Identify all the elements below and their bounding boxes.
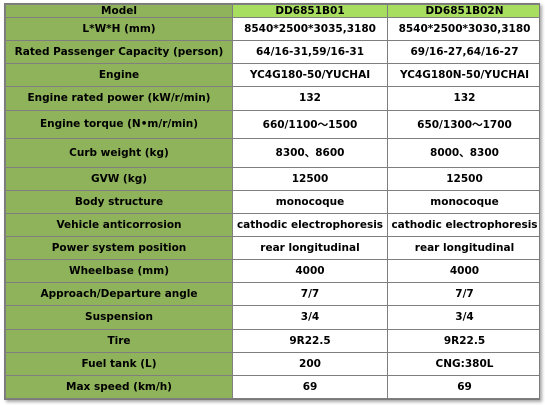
table-row: Fuel tank (L) 200 CNG:380L	[5, 351, 539, 376]
row-value-model-2: 8540*2500*3030,3180	[387, 16, 539, 42]
row-value-model-2: 132	[387, 86, 539, 111]
table-row: Power system position rear longitudinal re…	[5, 235, 539, 261]
table-row: Tire 9R22.5 9R22.5	[5, 328, 539, 353]
row-label: Engine torque (N•m/r/min)	[5, 109, 233, 140]
row-label: GVW (kg)	[5, 166, 233, 191]
row-value-model-1: 4000	[232, 259, 388, 284]
header-model-2: DD6851B02N	[387, 4, 539, 18]
row-value-model-1: 132	[232, 86, 388, 111]
row-value-model-2: 69	[387, 374, 539, 399]
table-row: Engine YC4G180-50/YUCHAI YC4G180N-50/YUCHA…	[5, 63, 539, 88]
table-row: Body structure monocoque monocoque	[5, 189, 539, 214]
table-row: Rated Passenger Capacity (person) 64/16-3…	[5, 40, 539, 65]
row-label: Engine	[5, 63, 233, 88]
row-value-model-2: YC4G180N-50/YUCHAI	[387, 63, 539, 88]
header-model-1: DD6851B01	[232, 4, 388, 18]
row-value-model-2: 12500	[387, 166, 539, 191]
row-value-model-2: 650/1300～1700	[387, 109, 539, 140]
row-value-model-1: 660/1100～1500	[232, 109, 388, 140]
row-label: Suspension	[5, 305, 233, 330]
table-row: Curb weight (kg) 8300、8600 8000、8300	[5, 138, 539, 168]
table-row: Wheelbase (mm) 4000 4000	[5, 259, 539, 284]
row-value-model-1: 8540*2500*3035,3180	[232, 16, 388, 42]
row-label: Tire	[5, 328, 233, 353]
row-label: Fuel tank (L)	[5, 351, 233, 376]
row-value-model-1: rear longitudinal	[232, 235, 388, 261]
row-label: Approach/Departure angle	[5, 282, 233, 307]
row-value-model-1: cathodic electrophoresis	[232, 212, 388, 237]
header-row: Model DD6851B01 DD6851B02N	[5, 4, 539, 18]
row-value-model-2: 8000、8300	[387, 138, 539, 168]
row-label: Curb weight (kg)	[5, 138, 233, 168]
row-value-model-1: 12500	[232, 166, 388, 191]
row-value-model-2: 9R22.5	[387, 328, 539, 353]
row-label: Body structure	[5, 189, 233, 214]
row-label: Rated Passenger Capacity (person)	[5, 40, 233, 65]
table-row: Engine rated power (kW/r/min) 132 132	[5, 86, 539, 111]
table-row: Engine torque (N•m/r/min) 660/1100～1500 65…	[5, 109, 539, 140]
row-label: Vehicle anticorrosion	[5, 212, 233, 237]
row-value-model-2: rear longitudinal	[387, 235, 539, 261]
table-row: Suspension 3/4 3/4	[5, 305, 539, 330]
row-value-model-2: CNG:380L	[387, 351, 539, 376]
row-label: Engine rated power (kW/r/min)	[5, 86, 233, 111]
table-row: Vehicle anticorrosion cathodic electropho…	[5, 212, 539, 237]
row-value-model-1: 200	[232, 351, 388, 376]
header-label: Model	[5, 4, 233, 18]
row-value-model-2: cathodic electrophoresis	[387, 212, 539, 237]
row-value-model-2: 3/4	[387, 305, 539, 330]
row-value-model-2: 69/16-27,64/16-27	[387, 40, 539, 65]
row-value-model-2: 4000	[387, 259, 539, 284]
row-label: Wheelbase (mm)	[5, 259, 233, 284]
table-row: L*W*H (mm) 8540*2500*3035,3180 8540*2500*3…	[5, 16, 539, 42]
row-label: Power system position	[5, 235, 233, 261]
row-value-model-1: 7/7	[232, 282, 388, 307]
spec-table-frame: Model DD6851B01 DD6851B02N L*W*H (mm) 854…	[4, 3, 540, 400]
row-label: L*W*H (mm)	[5, 16, 233, 42]
table-row: GVW (kg) 12500 12500	[5, 166, 539, 191]
row-value-model-2: monocoque	[387, 189, 539, 214]
row-value-model-1: 69	[232, 374, 388, 399]
spec-table: Model DD6851B01 DD6851B02N L*W*H (mm) 854…	[5, 4, 539, 399]
row-value-model-1: monocoque	[232, 189, 388, 214]
row-value-model-1: YC4G180-50/YUCHAI	[232, 63, 388, 88]
row-value-model-1: 3/4	[232, 305, 388, 330]
row-value-model-1: 8300、8600	[232, 138, 388, 168]
table-row: Approach/Departure angle 7/7 7/7	[5, 282, 539, 307]
spec-body: L*W*H (mm) 8540*2500*3035,3180 8540*2500*3…	[5, 16, 539, 399]
row-value-model-2: 7/7	[387, 282, 539, 307]
row-value-model-1: 64/16-31,59/16-31	[232, 40, 388, 65]
table-row: Max speed (km/h) 69 69	[5, 374, 539, 399]
row-value-model-1: 9R22.5	[232, 328, 388, 353]
row-label: Max speed (km/h)	[5, 374, 233, 399]
